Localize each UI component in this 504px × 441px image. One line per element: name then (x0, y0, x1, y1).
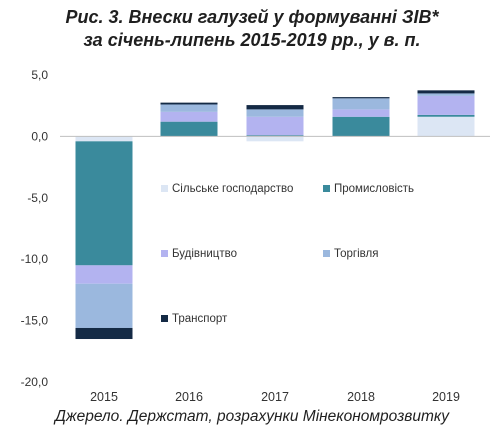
legend-swatch (323, 250, 330, 257)
legend-swatch (161, 185, 168, 192)
bar-segment (332, 98, 390, 110)
title-line-1: Рис. 3. Внески галузей у формуванні ЗІВ* (65, 7, 439, 27)
y-tick-label: -20,0 (21, 375, 49, 389)
y-tick-label: -5,0 (27, 191, 48, 205)
title-line-2: за січень-липень 2015-2019 рр., у в. п. (83, 30, 421, 50)
x-tick-label: 2016 (175, 390, 203, 404)
x-tick-label: 2019 (432, 390, 460, 404)
legend-label: Торгівля (334, 248, 378, 260)
bar-segment (75, 136, 133, 142)
x-tick-label: 2017 (261, 390, 289, 404)
bar-segment (75, 327, 133, 340)
y-tick-label: -15,0 (21, 314, 49, 328)
x-tick-label: 2018 (347, 390, 375, 404)
bar-segment (246, 136, 304, 142)
x-tick-label: 2015 (90, 390, 118, 404)
bar-segment (417, 116, 475, 137)
legend-label: Промисловість (334, 183, 414, 195)
bar-segment (417, 95, 475, 115)
bar-segment (75, 265, 133, 284)
bar-segment (160, 121, 218, 137)
bar-segment (160, 102, 218, 105)
bar-segment (417, 93, 475, 96)
bar-segment (332, 109, 390, 117)
legend-swatch (161, 250, 168, 257)
bar-segment (246, 109, 304, 117)
legend-label: Сільське господарство (172, 183, 293, 195)
bar-segment (417, 114, 475, 117)
bar-segment (246, 135, 304, 137)
y-tick-label: 0,0 (31, 129, 48, 143)
y-tick-label: 5,0 (31, 68, 48, 82)
chart-title: Рис. 3. Внески галузей у формуванні ЗІВ*… (0, 6, 504, 52)
y-tick-label: -10,0 (21, 252, 49, 266)
legend-label: Транспорт (172, 313, 228, 325)
legend-swatch (323, 185, 330, 192)
legend-label: Будівництво (172, 248, 237, 260)
bar-segment (246, 116, 304, 136)
bar-segment (75, 141, 133, 266)
source-note: Джерело. Держстат, розрахунки Мінекономр… (55, 408, 449, 425)
legend-swatch (161, 315, 168, 322)
bar-segment (332, 97, 390, 99)
bar-segment (332, 116, 390, 137)
bar-segment (75, 283, 133, 328)
bar-segment (160, 104, 218, 112)
bar-segment (160, 111, 218, 122)
bar-segment (417, 90, 475, 94)
bar-segment (246, 105, 304, 110)
